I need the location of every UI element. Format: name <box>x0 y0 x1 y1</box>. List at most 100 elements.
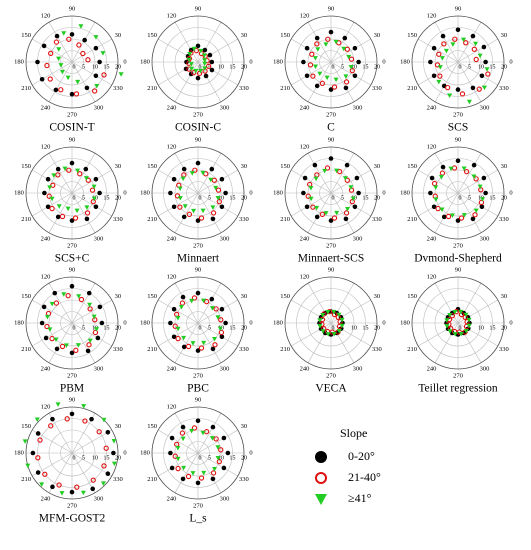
point-41-plus <box>433 185 439 190</box>
angular-gridline <box>71 192 112 217</box>
angle-tick-label: 210 <box>21 346 31 353</box>
angle-tick-label: 120 <box>300 144 310 151</box>
radius-tick-label: 20 <box>115 195 121 201</box>
angle-tick-label: 150 <box>280 293 290 300</box>
angle-tick-label: 120 <box>167 13 177 20</box>
radius-tick-label: 20 <box>241 325 247 331</box>
point-41-plus <box>34 417 40 422</box>
angle-tick-label: 90 <box>69 136 76 143</box>
point-41-plus <box>202 61 208 67</box>
point-21-40 <box>206 63 212 69</box>
point-41-plus <box>93 35 99 40</box>
radius-tick-label: 0 <box>459 64 462 70</box>
point-0-20 <box>223 190 228 196</box>
point-21-40 <box>319 211 326 217</box>
angle-tick-label: 30 <box>374 32 381 39</box>
angle-tick-label: 240 <box>167 235 177 242</box>
point-21-40 <box>82 418 88 424</box>
angle-tick-label: 90 <box>195 266 202 273</box>
point-0-20 <box>352 204 358 210</box>
point-41-plus <box>325 309 331 315</box>
point-41-plus <box>55 402 61 407</box>
radius-tick-label: 15 <box>363 64 369 70</box>
angular-gridline <box>307 61 332 102</box>
point-21-40 <box>85 57 91 63</box>
radius-tick-label: 20 <box>374 64 380 70</box>
angular-gridline <box>291 61 332 86</box>
point-21-40 <box>463 40 469 46</box>
radius-tick-label: 20 <box>501 64 507 70</box>
point-41-plus <box>186 57 192 63</box>
point-21-40 <box>58 87 64 93</box>
angular-gridline <box>71 429 112 454</box>
point-0-20 <box>455 218 461 223</box>
angular-gridline <box>32 169 73 194</box>
point-21-40 <box>37 437 43 443</box>
point-0-20 <box>354 175 360 181</box>
point-41-plus <box>47 327 53 332</box>
angle-tick-label: 300 <box>94 235 104 242</box>
point-0-20 <box>209 296 215 302</box>
angle-tick-label: 30 <box>374 293 381 300</box>
point-0-20 <box>428 59 433 65</box>
angular-gridline <box>174 61 199 102</box>
radius-tick-label: 10 <box>92 455 98 461</box>
point-0-20 <box>209 166 215 172</box>
point-0-20 <box>209 59 215 65</box>
legend-label-41-plus: ≥41° <box>348 491 372 505</box>
radius-tick-label: 10 <box>351 325 357 331</box>
point-41-plus <box>308 196 314 202</box>
angle-tick-label: 0 <box>123 319 126 326</box>
point-21-40 <box>172 453 178 459</box>
point-21-40 <box>324 165 331 171</box>
point-41-plus <box>452 332 458 337</box>
point-21-40 <box>349 198 355 205</box>
point-0-20 <box>195 218 201 223</box>
point-41-plus <box>58 63 64 68</box>
angular-gridline <box>330 192 355 233</box>
angle-tick-label: 300 <box>220 495 230 502</box>
point-41-plus <box>61 31 67 36</box>
point-41-plus <box>217 326 223 332</box>
point-41-plus <box>473 41 479 47</box>
point-0-20 <box>428 190 433 196</box>
point-0-20 <box>470 216 476 222</box>
radius-tick-label: 5 <box>82 64 85 70</box>
point-0-20 <box>210 346 216 352</box>
angle-tick-label: 300 <box>94 495 104 502</box>
point-0-20 <box>42 190 47 196</box>
angular-gridline <box>307 192 332 233</box>
point-0-20 <box>301 59 306 65</box>
point-0-20 <box>343 85 349 91</box>
point-0-20 <box>83 166 89 172</box>
angle-tick-label: 0 <box>382 189 385 196</box>
point-41-plus <box>62 166 68 172</box>
point-21-40 <box>331 215 338 221</box>
angle-tick-label: 180 <box>14 319 24 326</box>
point-41-plus <box>437 65 443 70</box>
angular-gridline <box>330 169 371 194</box>
point-41-plus <box>202 58 208 63</box>
point-21-40 <box>101 72 107 78</box>
point-0-20 <box>301 190 306 196</box>
point-41-plus <box>333 39 339 45</box>
radius-tick-label: 5 <box>468 195 471 201</box>
point-41-plus <box>111 461 117 467</box>
point-21-40 <box>436 51 442 57</box>
angular-gridline <box>71 192 96 233</box>
point-21-40 <box>174 193 181 199</box>
angle-tick-label: 330 <box>239 346 249 353</box>
point-41-plus <box>346 54 352 60</box>
point-21-40 <box>87 306 93 312</box>
angular-gridline <box>457 322 482 363</box>
point-21-40 <box>101 463 107 469</box>
point-41-plus <box>200 430 206 436</box>
point-0-20 <box>455 87 461 92</box>
point-41-plus <box>466 317 472 323</box>
radius-tick-label: 0 <box>332 325 335 331</box>
angle-tick-label: 30 <box>501 32 508 39</box>
point-21-40 <box>42 471 48 477</box>
point-21-40 <box>73 91 80 97</box>
angular-gridline <box>330 22 355 63</box>
angular-gridline <box>197 299 238 324</box>
